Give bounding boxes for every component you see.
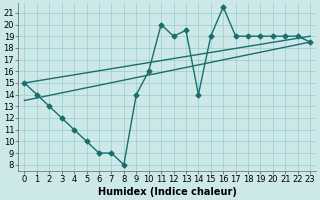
X-axis label: Humidex (Indice chaleur): Humidex (Indice chaleur)	[98, 187, 237, 197]
